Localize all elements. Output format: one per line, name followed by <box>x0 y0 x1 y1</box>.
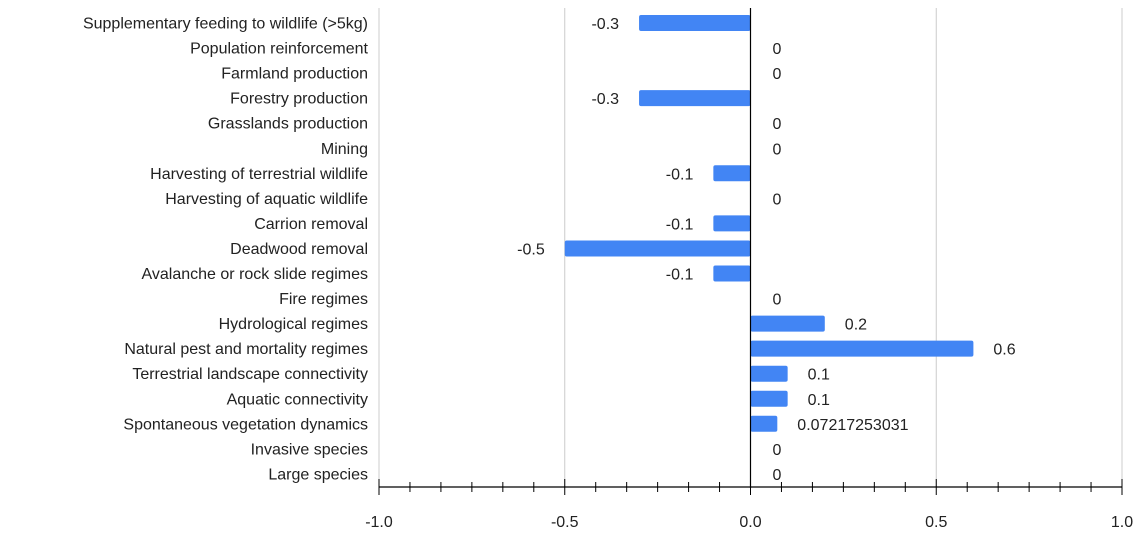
x-tick-label: -1.0 <box>365 514 393 531</box>
x-tick-label: -0.5 <box>551 514 579 531</box>
bar <box>564 240 751 257</box>
data-label: 0 <box>773 41 782 58</box>
category-label: Supplementary feeding to wildlife (>5kg) <box>83 16 368 33</box>
bar <box>713 265 751 282</box>
data-label: 0.07217253031 <box>797 417 908 434</box>
category-label: Harvesting of terrestrial wildlife <box>150 166 368 183</box>
x-tick-label: 1.0 <box>1111 514 1133 531</box>
data-label: -0.1 <box>666 166 694 183</box>
grid-lines <box>378 8 1123 487</box>
category-label: Population reinforcement <box>190 41 368 58</box>
category-label: Aquatic connectivity <box>227 391 368 408</box>
category-label: Terrestrial landscape connectivity <box>132 366 368 383</box>
bar <box>639 15 751 31</box>
x-axis: -1.0 -0.5 0.0 0.5 1.0 <box>365 8 1133 531</box>
bar <box>639 90 751 107</box>
data-label: -0.5 <box>517 241 545 258</box>
category-label: Natural pest and mortality regimes <box>124 341 368 358</box>
data-label: 0.1 <box>808 392 830 409</box>
data-label: 0 <box>773 292 782 309</box>
category-label: Harvesting of aquatic wildlife <box>165 191 368 208</box>
bar <box>750 340 974 357</box>
bar <box>750 315 825 332</box>
labels: Supplementary feeding to wildlife (>5kg)… <box>83 16 1016 484</box>
bar <box>713 215 751 232</box>
category-label: Hydrological regimes <box>219 316 368 333</box>
data-label: 0 <box>773 66 782 83</box>
category-label: Deadwood removal <box>230 241 368 258</box>
data-label: 0 <box>773 191 782 208</box>
x-tick-label: 0.5 <box>925 514 947 531</box>
category-label: Spontaneous vegetation dynamics <box>123 416 368 433</box>
category-label: Fire regimes <box>279 291 368 308</box>
data-label: -0.3 <box>591 16 619 33</box>
data-label: -0.3 <box>591 91 619 108</box>
bar <box>750 365 788 382</box>
data-label: -0.1 <box>666 267 694 284</box>
bars <box>564 15 974 432</box>
category-label: Carrion removal <box>254 216 368 233</box>
x-tick-label: 0.0 <box>739 514 761 531</box>
category-label: Mining <box>321 141 368 158</box>
bar <box>713 165 751 182</box>
data-label: 0.2 <box>845 317 867 334</box>
data-label: 0.1 <box>808 367 830 384</box>
data-label: -0.1 <box>666 216 694 233</box>
bar <box>750 415 778 432</box>
category-label: Forestry production <box>230 91 368 108</box>
category-label: Grasslands production <box>208 116 368 133</box>
data-label: 0.6 <box>993 342 1015 359</box>
category-label: Large species <box>268 466 368 483</box>
category-label: Avalanche or rock slide regimes <box>142 266 368 283</box>
data-label: 0 <box>773 141 782 158</box>
data-label: 0 <box>773 116 782 133</box>
bar <box>750 390 788 407</box>
data-label: 0 <box>773 467 782 484</box>
category-label: Farmland production <box>221 66 368 83</box>
data-label: 0 <box>773 442 782 459</box>
category-label: Invasive species <box>251 441 368 458</box>
